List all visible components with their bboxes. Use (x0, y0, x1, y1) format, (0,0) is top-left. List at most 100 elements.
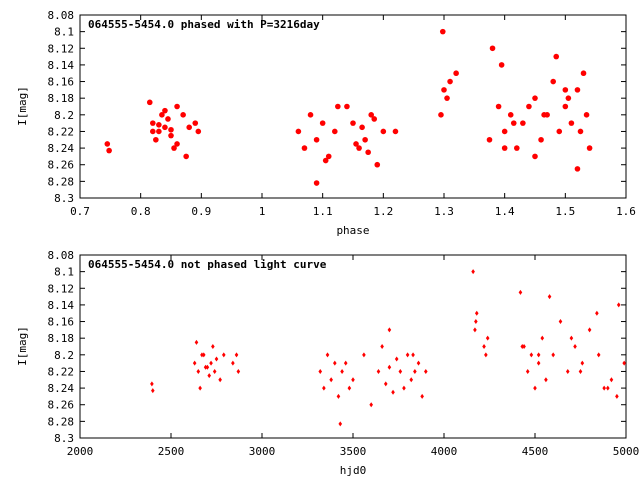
phased-data-point (556, 128, 563, 135)
phased-data-point (532, 153, 538, 160)
unphased-x-tick-label: 4500 (522, 445, 549, 458)
phased-data-point (150, 120, 156, 126)
unphased-data-point (409, 377, 414, 383)
phased-data-point (510, 120, 517, 126)
phased-x-tick-label: 1.1 (313, 205, 333, 218)
phased-data-point (439, 28, 446, 35)
unphased-data-point (207, 373, 212, 379)
unphased-data-point (205, 364, 210, 370)
phased-data-point (553, 53, 560, 60)
unphased-y-tick-label: 8.26 (48, 399, 75, 412)
phased-x-axis-label: phase (336, 224, 369, 237)
unphased-data-point (402, 385, 406, 391)
phased-data-point (186, 124, 192, 131)
unphased-y-axis-label: I[mag] (16, 326, 29, 366)
unphased-data-point (150, 381, 154, 387)
unphased-x-tick-label: 2500 (158, 445, 185, 458)
unphased-x-axis-label: hjd0 (340, 464, 367, 477)
phased-y-tick-label: 8.14 (48, 59, 75, 72)
unphased-data-point (383, 381, 388, 387)
phased-data-point (374, 161, 381, 168)
unphased-data-point (194, 339, 199, 345)
unphased-data-point (151, 388, 155, 394)
phased-data-point (335, 103, 341, 110)
unphased-data-point (398, 368, 403, 374)
unphased-light-curve-panel: 064555-5454.0 not phased light curve hjd… (16, 249, 639, 477)
phased-data-point (486, 136, 493, 143)
unphased-data-point (343, 360, 348, 366)
unphased-data-point (473, 327, 477, 333)
phased-data-point (171, 145, 177, 151)
phased-y-tick-label: 8.28 (48, 175, 75, 188)
phased-x-tick-label: 1.6 (616, 205, 636, 218)
phased-data-point (319, 120, 326, 126)
phased-data-point (313, 136, 320, 143)
unphased-data-point (484, 352, 488, 358)
unphased-data-point (336, 393, 341, 399)
phased-data-point (438, 112, 444, 118)
unphased-data-point (578, 368, 583, 374)
unphased-plot-title: 064555-5454.0 not phased light curve (88, 258, 327, 271)
phased-data-point (577, 128, 584, 135)
unphased-data-point (587, 327, 592, 333)
unphased-x-tick-label: 3500 (340, 445, 367, 458)
unphased-data-point (218, 377, 222, 383)
phased-data-point (168, 126, 174, 133)
phased-data-point (362, 136, 368, 143)
unphased-data-point (529, 352, 534, 358)
unphased-data-point (544, 377, 548, 383)
unphased-data-point (347, 385, 352, 391)
unphased-data-point (482, 344, 486, 349)
phased-data-point (565, 95, 572, 101)
phased-x-tick-label: 0.8 (131, 205, 151, 218)
unphased-data-point (609, 377, 614, 383)
phased-data-point (301, 145, 308, 151)
phased-data-point (541, 112, 547, 118)
unphased-y-tick-label: 8.2 (54, 349, 74, 362)
phased-data-point (538, 136, 544, 143)
phased-data-point (322, 157, 329, 164)
unphased-data-point (196, 368, 201, 374)
unphased-data-point (580, 360, 585, 366)
phased-data-point (174, 103, 180, 110)
phased-data-point (313, 180, 320, 186)
unphased-y-tick-label: 8.16 (48, 316, 75, 329)
phased-data-point (562, 103, 569, 110)
unphased-x-tick-label: 4000 (431, 445, 458, 458)
unphased-data-point (405, 352, 410, 358)
unphased-data-point (573, 344, 577, 349)
phased-data-point (568, 120, 575, 126)
unphased-data-point (369, 402, 373, 408)
unphased-data-point (322, 385, 326, 391)
phased-data-point (156, 122, 162, 128)
unphased-data-point (606, 385, 610, 391)
phased-y-tick-label: 8.08 (48, 9, 75, 22)
unphased-data-point (338, 421, 343, 427)
phased-y-axis-label: I[mag] (16, 86, 29, 126)
phased-y-tick-label: 8.26 (48, 159, 75, 172)
phased-data-point (392, 128, 399, 135)
unphased-y-tick-label: 8.18 (48, 332, 75, 345)
phased-data-point (325, 153, 332, 160)
phased-data-point (371, 116, 378, 122)
phased-data-point (146, 99, 153, 106)
unphased-data-point (201, 352, 206, 358)
phased-data-points (104, 28, 593, 186)
unphased-data-point (212, 368, 217, 374)
unphased-x-tick-label: 2000 (67, 445, 94, 458)
phased-x-tick-label: 1.2 (373, 205, 393, 218)
phased-data-point (586, 145, 593, 151)
phased-data-point (574, 87, 581, 93)
unphased-data-point (198, 385, 202, 391)
unphased-data-point (380, 344, 384, 349)
unphased-y-ticks: 8.08 8.1 8.12 8.14 8.16 8.18 8.2 8.22 8.24 8.26 8.… (48, 249, 626, 445)
phased-data-point (359, 124, 365, 131)
phased-y-tick-label: 8.22 (48, 125, 75, 138)
phased-y-tick-label: 8.1 (54, 26, 74, 39)
phased-data-point (532, 95, 538, 101)
phased-data-point (368, 112, 375, 118)
unphased-data-point (351, 377, 355, 383)
phased-data-point (344, 103, 350, 110)
unphased-data-point (474, 319, 478, 325)
unphased-data-point (192, 360, 197, 366)
